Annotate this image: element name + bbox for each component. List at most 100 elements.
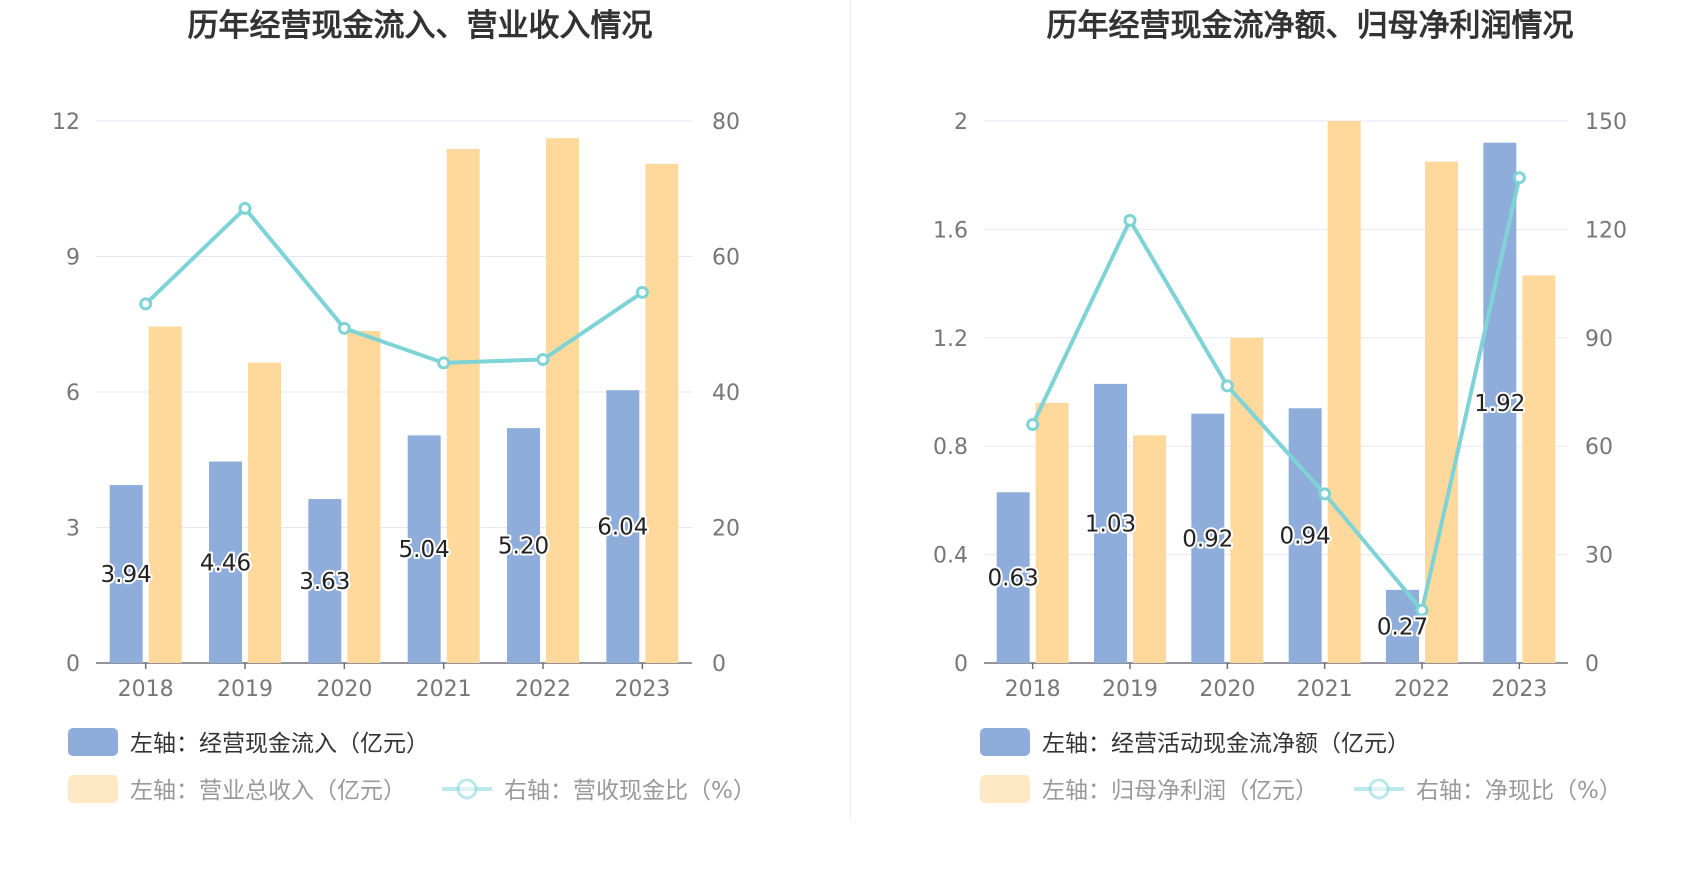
chart-title: 历年经营现金流净额、归母净利润情况 [1047,8,1574,44]
legend-swatch-line-marker [1368,778,1390,800]
x-axis-tick-label: 2023 [1491,677,1547,702]
x-axis-tick-label: 2018 [118,677,174,702]
bar-secondary [1035,402,1069,663]
left-axis-tick-label: 3 [66,517,80,542]
bar-data-label: 1.92 [1474,391,1525,417]
chart-panel-left: 历年经营现金流入、营业收入情况 0 3 6 9 12 0 20 40 60 80 2018 2019 20… [0,0,850,874]
legend-swatch-line-marker [456,778,478,800]
legend-label-secondary: 左轴：归母净利润（亿元） [1042,778,1318,804]
x-axis-tick-label: 2022 [515,677,571,702]
bar-secondary [546,138,579,663]
line-point [437,356,451,370]
line-point [1220,379,1234,393]
line-point [1123,213,1137,227]
bar-secondary [347,331,381,663]
bar-data-label: 0.27 [1377,614,1428,640]
legend-label-primary: 左轴：经营活动现金流净额（亿元） [1042,731,1410,757]
bar-primary [308,499,342,663]
legend-swatch-secondary [68,775,118,803]
right-axis-tick-label: 20 [712,517,740,542]
legend-swatch-secondary [980,775,1030,803]
right-axis-tick-label: 120 [1585,218,1627,243]
line-series [1030,177,1522,615]
left-axis-tick-label: 1.6 [933,218,968,243]
line-point [536,352,550,366]
bar-data-label: 0.94 [1280,524,1331,550]
legend-swatch-primary [980,728,1030,756]
bar-primary [1483,142,1517,663]
bar-data-label: 0.63 [988,566,1039,592]
left-axis-tick-label: 6 [66,381,80,406]
x-axis-tick-label: 2019 [1102,677,1158,702]
right-axis-tick-label: 0 [712,652,726,677]
line-point [139,297,153,311]
bar-primary [606,390,640,663]
bar-data-label: 4.46 [200,550,251,576]
x-axis-tick-label: 2023 [614,677,670,702]
right-axis-tick-label: 60 [712,246,740,271]
left-axis-tick-label: 0 [954,652,968,677]
bar-secondary [446,149,480,664]
right-axis-tick-label: 60 [1585,435,1613,460]
bar-primary [507,428,540,663]
bar-primary [1288,408,1322,663]
line-point [1512,171,1526,185]
line-point [1026,418,1040,432]
legend-swatch-primary [68,728,118,756]
left-axis-tick-label: 0 [66,652,80,677]
chart-right: 历年经营现金流净额、归母净利润情况 0 0.4 0.8 1.2 1.6 2 0 30 60 90 12… [933,8,1627,804]
chart-left: 历年经营现金流入、营业收入情况 0 3 6 9 12 0 20 40 60 80 2018 2019 20… [52,8,756,804]
bar-secondary [645,163,679,664]
x-axis-tick-label: 2021 [416,677,472,702]
bar-secondary [148,326,182,663]
legend-label-line: 右轴：营收现金比（%） [504,778,756,804]
left-axis-tick-label: 9 [66,246,80,271]
x-axis-tick-label: 2022 [1394,677,1450,702]
bar-secondary [1425,161,1458,663]
right-axis-tick-label: 0 [1585,652,1599,677]
x-axis-tick-label: 2020 [316,677,372,702]
bar-primary [109,485,143,663]
chart-group: 历年经营现金流入、营业收入情况 0 3 6 9 12 0 20 40 60 80 2018 2019 20… [52,8,756,804]
x-axis-tick-label: 2019 [217,677,273,702]
bar-secondary [1522,275,1556,663]
x-axis-tick-label: 2021 [1297,677,1353,702]
x-axis-tick-label: 2018 [1005,677,1061,702]
bar-primary [996,492,1030,663]
chart-title: 历年经营现金流入、营业收入情况 [188,8,653,44]
panel-divider [850,0,851,820]
bar-data-label: 5.04 [399,537,450,563]
bar-data-label: 6.04 [597,515,648,541]
right-axis-tick-label: 150 [1585,110,1627,135]
left-axis-tick-label: 0.4 [933,544,968,569]
right-axis-tick-label: 80 [712,110,740,135]
bar-secondary [1133,435,1166,663]
left-axis-tick-label: 0.8 [933,435,968,460]
bar-primary [1094,383,1127,663]
x-axis-tick-label: 2020 [1199,677,1255,702]
line-point [1318,487,1332,501]
bar-data-label: 3.94 [101,562,152,588]
bar-primary [407,435,441,663]
bar-data-label: 0.92 [1182,526,1233,552]
bar-secondary [1327,121,1361,663]
bar-primary [1191,413,1225,663]
bar-secondary [1230,337,1264,663]
line-point [1415,603,1429,617]
bar-data-label: 1.03 [1085,511,1136,537]
right-axis-tick-label: 90 [1585,327,1613,352]
line-point [337,321,351,335]
legend-label-line: 右轴：净现比（%） [1416,778,1622,804]
left-axis-tick-label: 12 [52,110,80,135]
chart-group: 历年经营现金流净额、归母净利润情况 0 0.4 0.8 1.2 1.6 2 0 30 60 90 12… [933,8,1627,804]
line-series [144,205,644,365]
bar-secondary [248,362,281,663]
right-axis-tick-label: 30 [1585,544,1613,569]
right-axis-tick-label: 40 [712,381,740,406]
bar-primary [209,461,242,663]
line-point [635,285,649,299]
bar-data-label: 3.63 [299,569,350,595]
left-axis-tick-label: 2 [954,110,968,135]
line-point [238,201,252,215]
legend-label-secondary: 左轴：营业总收入（亿元） [130,778,406,804]
